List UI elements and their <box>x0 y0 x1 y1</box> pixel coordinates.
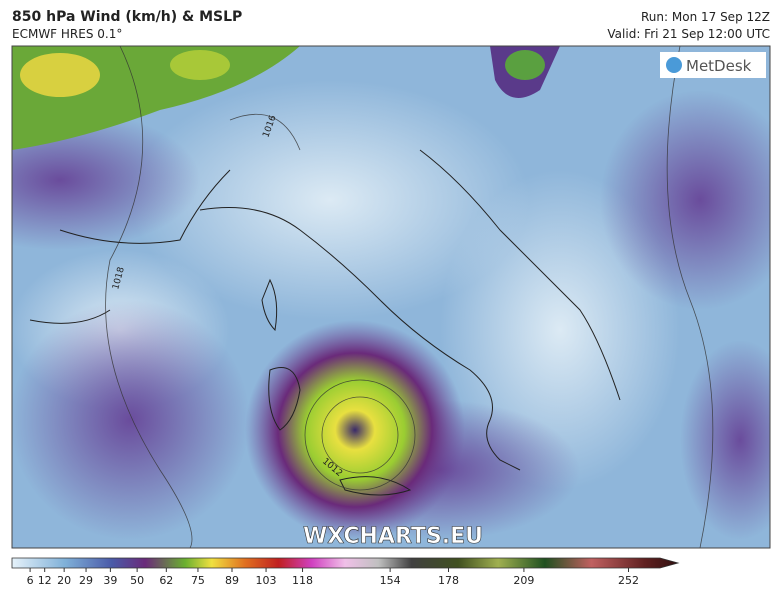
colorbar-tick-label: 6 <box>27 574 34 587</box>
colorbar-tick-label: 50 <box>130 574 144 587</box>
colorbar-tick-label: 252 <box>618 574 639 587</box>
colorbar-tick-label: 178 <box>438 574 459 587</box>
colorbar-tick-label: 209 <box>513 574 534 587</box>
title: 850 hPa Wind (km/h) & MSLP <box>12 9 242 25</box>
colorbar-tick-label: 39 <box>103 574 117 587</box>
map-frame <box>11 45 771 549</box>
colorbar-tick-label: 75 <box>191 574 205 587</box>
colorbar-tick-label: 118 <box>292 574 313 587</box>
subtitle: ECMWF HRES 0.1° <box>12 27 122 41</box>
coastlines <box>29 149 621 496</box>
colorbar-tick-label: 154 <box>380 574 401 587</box>
colorbar: 6 12 20 29 39 50 62 75 89 103 118 154 178 209 252 <box>11 557 680 587</box>
valid-time: Valid: Fri 21 Sep 12:00 UTC <box>607 27 770 41</box>
colorbar-tick-label: 20 <box>57 574 71 587</box>
colorbar-tick-label: 103 <box>256 574 277 587</box>
run-time: Run: Mon 17 Sep 12Z <box>641 10 770 24</box>
colorbar-tick-label: 89 <box>225 574 239 587</box>
logo-icon <box>666 57 682 73</box>
watermark: WXCHARTS.EU <box>303 524 483 549</box>
map: 1016 1018 1012 MetDesk WXCHARTS.EU <box>12 46 770 549</box>
colorbar-bar <box>11 557 680 569</box>
isobars <box>105 46 714 548</box>
colorbar-tick-label: 12 <box>38 574 52 587</box>
logo: MetDesk <box>686 57 752 75</box>
colorbar-tick-label: 29 <box>79 574 93 587</box>
colorbar-tick-label: 62 <box>159 574 173 587</box>
